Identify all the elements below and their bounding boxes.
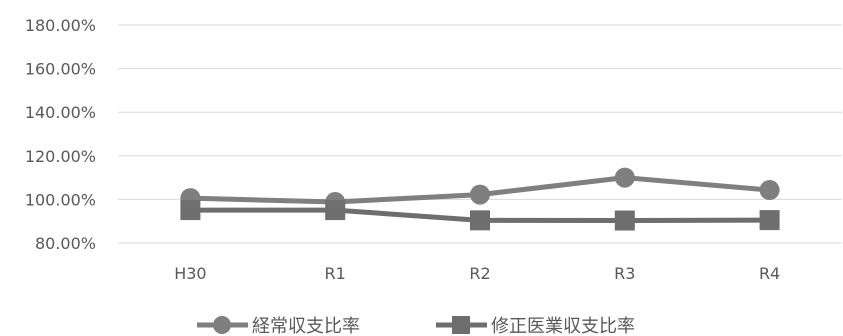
- data-point-circle: [470, 184, 490, 205]
- y-tick-label: 160.00%: [25, 60, 96, 79]
- series-group: [180, 167, 780, 231]
- x-tick-label: R4: [759, 264, 780, 283]
- x-tick-label: H30: [174, 264, 206, 283]
- data-point-circle: [614, 167, 635, 188]
- y-axis: 180.00% 160.00% 140.00% 120.00% 100.00% 80.00…: [25, 16, 96, 253]
- data-point-square: [614, 210, 635, 231]
- y-tick-label: 80.00%: [35, 234, 96, 253]
- legend: 経常収支比率 修正医業収支比率: [197, 316, 635, 336]
- legend-label: 修正医業収支比率: [491, 316, 635, 336]
- x-tick-label: R3: [614, 264, 635, 283]
- x-tick-label: R2: [469, 264, 490, 283]
- y-tick-label: 140.00%: [25, 103, 96, 122]
- data-point-circle: [759, 180, 780, 201]
- legend-label: 経常収支比率: [252, 316, 360, 336]
- legend-marker-circle: [213, 316, 231, 334]
- data-point-square: [325, 200, 346, 221]
- data-point-square: [759, 210, 780, 231]
- data-point-square: [470, 210, 490, 231]
- legend-marker-square: [452, 316, 470, 334]
- x-tick-label: R1: [325, 264, 346, 283]
- y-tick-label: 180.00%: [25, 16, 96, 35]
- data-point-square: [180, 200, 201, 221]
- x-axis: H30 R1 R2 R3 R4: [174, 264, 780, 283]
- y-tick-label: 120.00%: [25, 147, 96, 166]
- y-tick-label: 100.00%: [25, 190, 96, 209]
